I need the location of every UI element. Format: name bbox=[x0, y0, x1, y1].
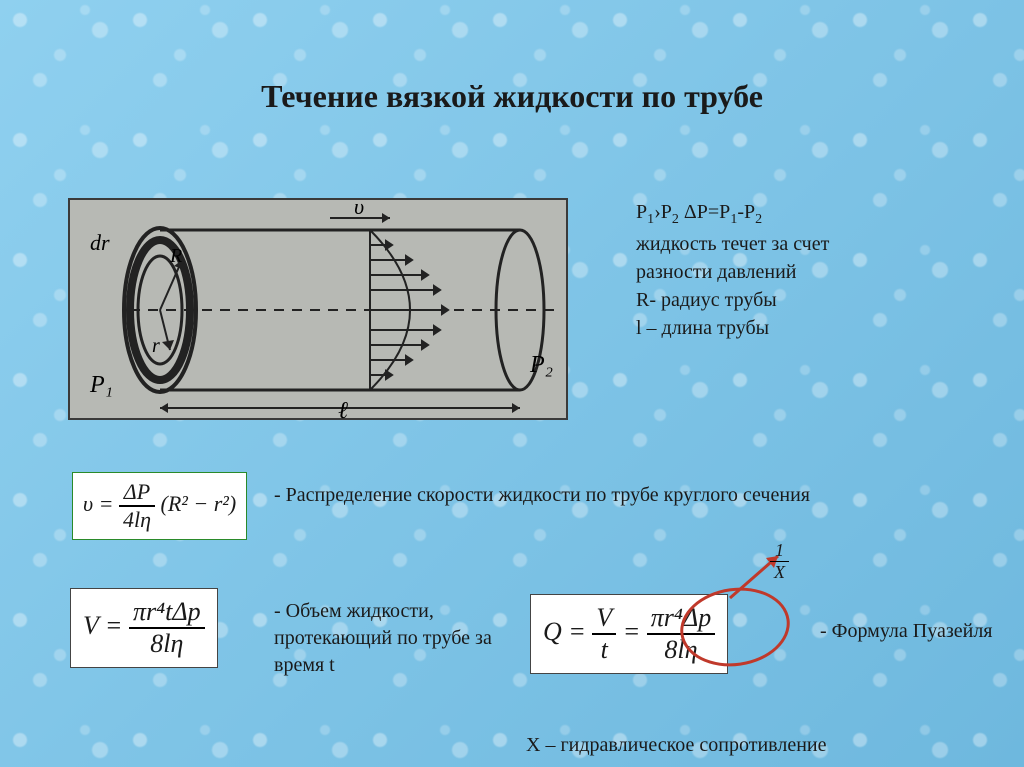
f1-tail: (R² − r²) bbox=[161, 491, 237, 516]
f3-midnum: V bbox=[592, 603, 616, 635]
f2-den: 8lη bbox=[129, 629, 205, 659]
f1-den: 4lη bbox=[119, 507, 155, 533]
f3-midden: t bbox=[592, 635, 616, 665]
f1-lhs: υ bbox=[83, 491, 93, 516]
side-line-1: P1›P2 ΔP=P1-P2 bbox=[636, 198, 966, 230]
hydraulic-resistance-label: X – гидравлическое сопротивление bbox=[526, 734, 826, 757]
velocity-description: - Распределение скорости жидкости по тру… bbox=[274, 482, 814, 509]
f1-num: ΔP bbox=[119, 479, 155, 507]
svg-text:υ: υ bbox=[354, 200, 364, 219]
svg-text:P₁: P₁ bbox=[89, 372, 113, 398]
side-line-4: R- радиус трубы bbox=[636, 286, 966, 314]
side-line-2: жидкость течет за счет bbox=[636, 230, 966, 258]
svg-text:P₂: P₂ bbox=[529, 352, 553, 378]
volume-formula: V = πr⁴tΔp 8lη bbox=[70, 588, 218, 668]
f2-num: πr⁴tΔp bbox=[129, 597, 205, 629]
poiseuille-label: - Формула Пуазейля bbox=[820, 620, 993, 643]
anno-num: 1 bbox=[770, 540, 789, 562]
pipe-diagram: dr R r P₁ P₂ ℓ υ bbox=[68, 198, 568, 420]
f3-num: πr⁴Δp bbox=[647, 603, 715, 635]
anno-den: X bbox=[770, 562, 789, 583]
svg-text:dr: dr bbox=[90, 230, 110, 255]
poiseuille-formula: Q = V t = πr⁴Δp 8lη bbox=[530, 594, 728, 674]
one-over-x-annotation: 1 X bbox=[770, 540, 789, 583]
page-title: Течение вязкой жидкости по трубе bbox=[0, 78, 1024, 115]
f3-lhs: Q bbox=[543, 617, 562, 646]
side-description: P1›P2 ΔP=P1-P2 жидкость течет за счет ра… bbox=[636, 198, 966, 342]
side-line-5: l – длина трубы bbox=[636, 314, 966, 342]
f2-lhs: V bbox=[83, 611, 98, 640]
velocity-formula: υ = ΔP 4lη (R² − r²) bbox=[72, 472, 247, 540]
volume-description: - Объем жидкости, протекающий по трубе з… bbox=[274, 598, 504, 679]
svg-text:R: R bbox=[169, 245, 182, 267]
side-line-3: разности давлений bbox=[636, 258, 966, 286]
f3-den: 8lη bbox=[647, 635, 715, 665]
svg-text:ℓ: ℓ bbox=[338, 398, 348, 422]
svg-text:r: r bbox=[152, 335, 160, 357]
